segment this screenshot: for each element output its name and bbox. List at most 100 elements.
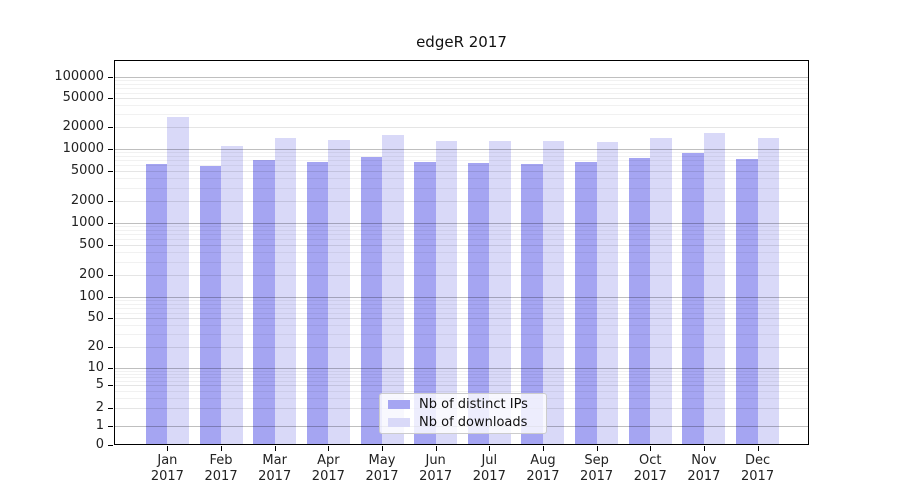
bar-downloads-apr — [328, 140, 350, 445]
ytick-label: 5 — [95, 377, 104, 393]
gridline — [114, 297, 809, 298]
bar-downloads-jan — [167, 116, 189, 445]
ytick-mark — [108, 318, 113, 320]
ytick-mark — [108, 425, 113, 427]
gridline — [114, 187, 809, 189]
bar-downloads-dec — [757, 138, 780, 445]
xtick-label-feb: Feb 2017 — [204, 453, 238, 484]
gridline — [114, 303, 809, 305]
gridline — [114, 223, 809, 224]
xtick-label-mar: Mar 2017 — [258, 453, 292, 484]
ytick-label: 10000 — [62, 141, 104, 156]
gridline — [114, 76, 809, 78]
bar-downloads-jul — [489, 141, 511, 445]
gridline — [114, 127, 809, 129]
bar-ips-nov — [682, 153, 704, 445]
gridline — [114, 318, 809, 320]
gridline — [114, 226, 809, 228]
ytick-mark — [108, 274, 113, 276]
gridline — [114, 346, 809, 348]
bar-ips-sep — [575, 162, 597, 445]
gridline — [114, 234, 809, 236]
bar-downloads-nov — [703, 132, 726, 445]
ytick-label: 50000 — [62, 90, 104, 106]
ytick-mark — [108, 76, 113, 78]
ytick-mark — [108, 385, 113, 387]
gridline — [114, 230, 809, 232]
xtick-mark — [435, 446, 437, 451]
gridline — [114, 385, 809, 387]
gridline — [114, 380, 809, 382]
ytick-mark — [108, 200, 113, 202]
gridline — [114, 152, 809, 154]
ytick-mark — [108, 223, 113, 224]
ytick-mark — [108, 408, 113, 410]
xtick-label-jul: Jul 2017 — [472, 453, 506, 484]
bar-downloads-mar — [274, 137, 297, 445]
legend-label-ips: Nb of distinct IPs — [419, 397, 528, 412]
legend-label-downloads: Nb of downloads — [419, 415, 528, 430]
gridline — [114, 252, 809, 254]
gridline — [114, 178, 809, 180]
ytick-label: 1 — [95, 417, 104, 433]
ytick-label: 0 — [95, 437, 104, 452]
bar-ips-oct — [628, 158, 651, 445]
bar-downloads-aug — [542, 141, 565, 445]
bar-downloads-feb — [221, 145, 243, 445]
legend-swatch-ips — [388, 400, 410, 409]
gridline — [114, 171, 809, 173]
xtick-label-nov: Nov 2017 — [687, 453, 721, 484]
plot-area — [114, 60, 809, 445]
gridline — [114, 105, 809, 107]
gridline — [114, 165, 809, 167]
bar-ips-may — [360, 157, 382, 445]
gridline — [114, 160, 809, 162]
ytick-label: 1000 — [70, 215, 104, 230]
gridline — [114, 156, 809, 158]
gridline — [114, 239, 809, 241]
gridline — [114, 245, 809, 247]
ytick-mark — [108, 245, 113, 247]
ytick-mark — [108, 127, 113, 129]
ytick-label: 500 — [79, 237, 104, 253]
xtick-mark — [757, 446, 759, 451]
xtick-mark — [650, 446, 652, 451]
xtick-mark — [167, 446, 169, 451]
ytick-mark — [108, 368, 113, 369]
ytick-mark — [108, 346, 113, 348]
ytick-label: 2000 — [70, 192, 104, 208]
xtick-label-apr: Apr 2017 — [311, 453, 345, 484]
ytick-mark — [108, 297, 113, 298]
bar-ips-jan — [145, 163, 168, 445]
xtick-mark — [542, 446, 544, 451]
legend: Nb of distinct IPs Nb of downloads — [379, 393, 547, 434]
legend-swatch-downloads — [388, 418, 410, 427]
gridline — [114, 376, 809, 378]
gridline — [114, 373, 809, 375]
ytick-label: 20000 — [62, 119, 104, 135]
xtick-label-may: May 2017 — [365, 453, 399, 484]
xtick-label-sep: Sep 2017 — [580, 453, 614, 484]
gridline — [114, 334, 809, 336]
ytick-label: 20 — [87, 338, 104, 354]
bar-ips-apr — [306, 161, 329, 445]
gridline — [114, 368, 809, 369]
xtick-label-oct: Oct 2017 — [633, 453, 667, 484]
ytick-mark — [108, 171, 113, 173]
gridline — [114, 98, 809, 100]
ytick-mark — [108, 98, 113, 100]
bar-downloads-jun — [435, 140, 458, 445]
bar-ips-mar — [253, 159, 275, 445]
ytick-label: 10 — [87, 360, 104, 375]
gridline — [114, 149, 809, 150]
gridline — [114, 79, 809, 81]
ytick-label: 100000 — [54, 68, 104, 84]
legend-item-downloads: Nb of downloads — [388, 415, 538, 430]
xtick-label-dec: Dec 2017 — [741, 453, 775, 484]
gridline — [114, 325, 809, 327]
gridline — [114, 114, 809, 116]
xtick-mark — [221, 446, 223, 451]
bar-ips-aug — [521, 163, 543, 445]
xtick-mark — [489, 446, 491, 451]
